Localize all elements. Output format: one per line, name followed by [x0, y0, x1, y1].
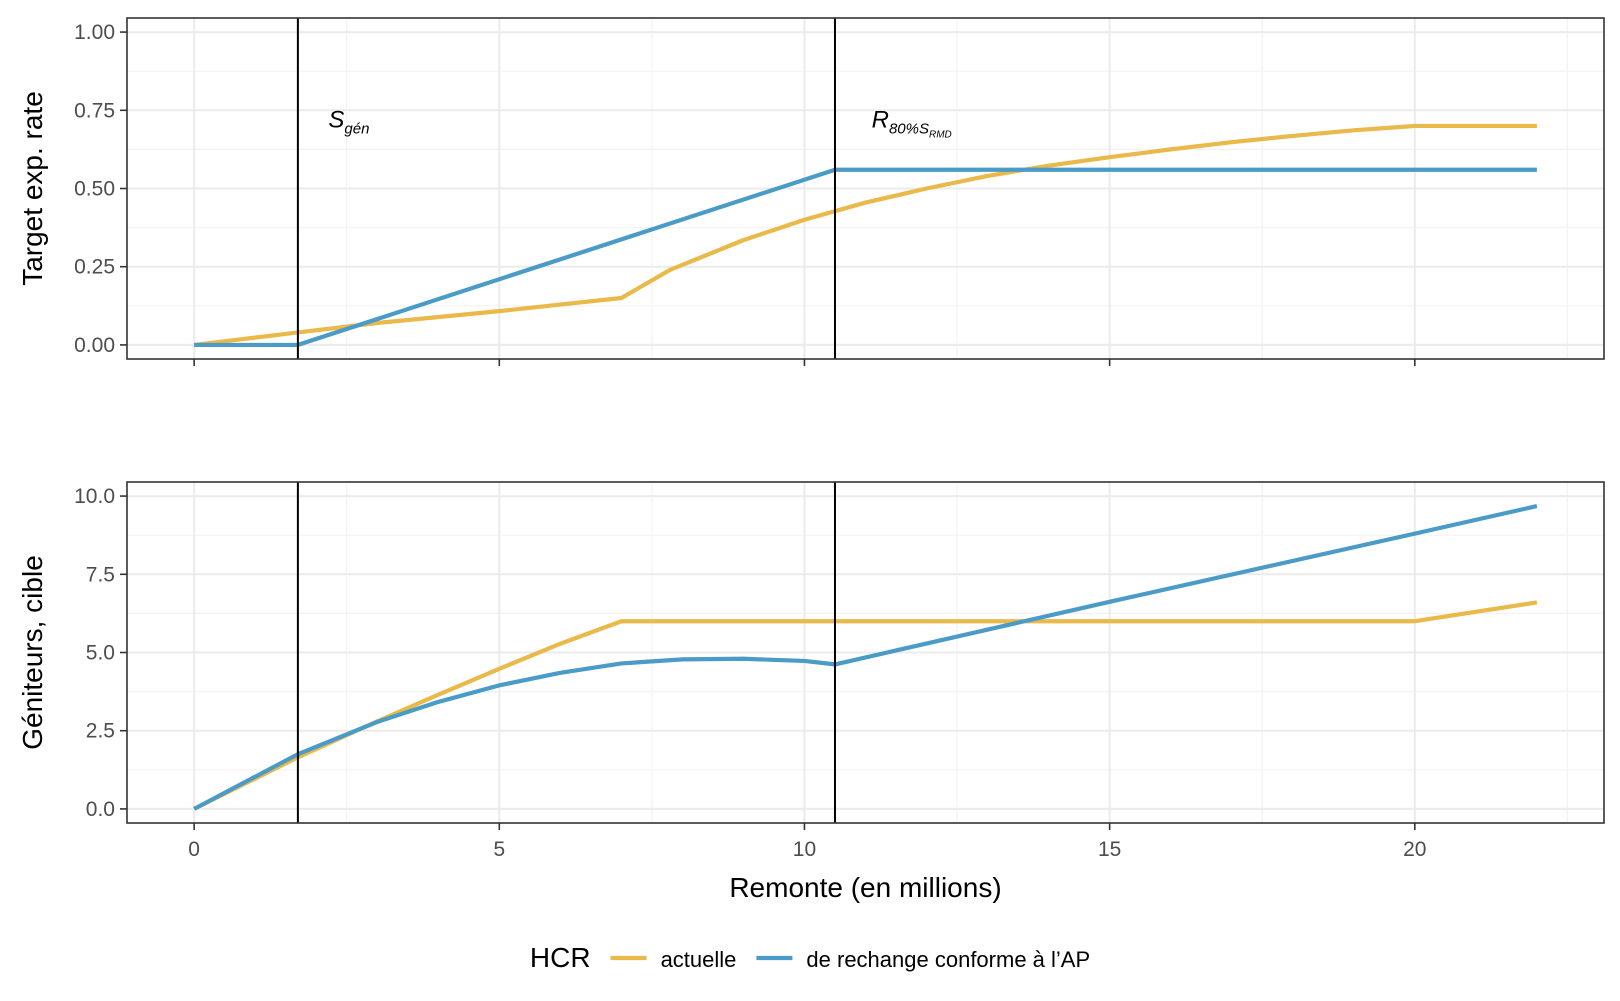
y-tick-label: 0.00: [74, 334, 115, 357]
x-tick-label: 0: [188, 838, 200, 861]
series-line-bottom-rechange: [193, 504, 1538, 811]
panel-top: Sgén R80%SRMD 0.00 0.25 0.50 0.75 1.00 Target e…: [17, 17, 1605, 366]
x-tick-label: 5: [493, 838, 505, 861]
annotation-r80: R80%SRMD: [872, 107, 952, 141]
series-line-top-rechange: [194, 167, 1537, 348]
y-tick-label: 7.5: [86, 563, 115, 586]
y-tick-label: 2.5: [86, 720, 115, 743]
legend-label-actuelle: actuelle: [661, 947, 737, 972]
panel-bottom: 0.0 2.5 5.0 7.5 10.0 Géniteurs, cible: [17, 481, 1605, 830]
y-tick-label: 0.0: [86, 798, 115, 821]
y-tick-label: 0.75: [74, 99, 115, 122]
y-axis-title-bottom: Géniteurs, cible: [17, 555, 48, 750]
y-tick-label: 10.0: [74, 485, 115, 508]
x-tick-label: 10: [793, 838, 816, 861]
series-line-top-actuelle: [193, 123, 1537, 348]
x-tick-label: 15: [1098, 838, 1121, 861]
x-tick-label: 20: [1403, 838, 1426, 861]
y-axis-title-top: Target exp. rate: [17, 91, 48, 286]
legend-title: HCR: [530, 942, 591, 973]
legend-label-rechange: de rechange conforme à l’AP: [806, 947, 1090, 972]
annotation-sgen: Sgén: [328, 107, 369, 138]
y-tick-label: 5.0: [86, 642, 115, 665]
y-tick-label: 1.00: [74, 21, 115, 44]
legend: HCR actuelle de rechange conforme à l’AP: [530, 942, 1090, 973]
y-tick-label: 0.50: [74, 178, 115, 201]
x-axis-title: Remonte (en millions): [729, 872, 1001, 903]
y-tick-label: 0.25: [74, 256, 115, 279]
